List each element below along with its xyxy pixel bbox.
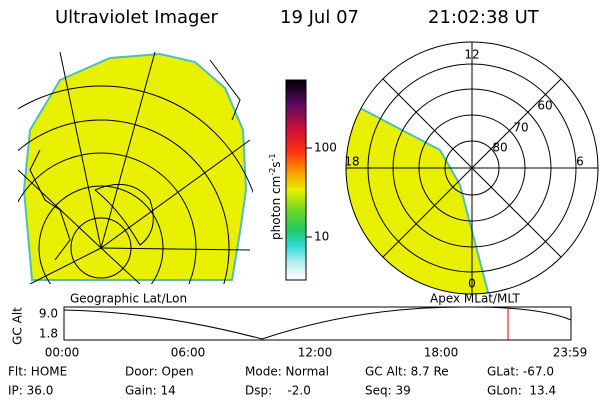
unit-exp: -2 <box>268 168 277 176</box>
status-field: Dsp: -2.0 <box>245 384 311 398</box>
status-field: Seq: 39 <box>365 384 411 398</box>
unit-text: photon cm <box>269 176 283 240</box>
colorbar <box>285 79 307 281</box>
mlt-label: 6 <box>576 155 584 169</box>
panel-label: Apex MLat/MLT <box>430 292 520 306</box>
status-field: Gain: 14 <box>125 384 176 398</box>
colorbar-unit: photon cm-2s-1 <box>268 153 283 240</box>
x-tick-label: 18:00 <box>424 346 459 360</box>
mlat-label: 70 <box>513 121 528 135</box>
polar-grid <box>345 41 599 295</box>
auroral-image <box>22 52 248 281</box>
colorbar-tick-label: 100 <box>314 141 337 155</box>
geo-map <box>18 52 253 284</box>
mlt-label: 12 <box>464 48 479 62</box>
status-field: GC Alt: 8.7 Re <box>365 365 449 379</box>
map-grid <box>18 52 253 284</box>
x-tick-label: 00:00 <box>45 346 80 360</box>
mlat-label: 80 <box>492 141 507 155</box>
colorbar-tick-label: 10 <box>314 230 329 244</box>
status-field: Door: Open <box>125 365 194 379</box>
status-field: Flt: HOME <box>8 365 67 379</box>
panel-frame <box>63 306 572 341</box>
auroral-oval <box>346 98 492 294</box>
unit-exp: -1 <box>268 153 277 161</box>
time: 21:02:38 UT <box>428 7 540 28</box>
instrument: Ultraviolet Imager <box>55 7 219 28</box>
x-tick-label: 12:00 <box>298 346 333 360</box>
polar-image <box>346 98 492 294</box>
unit-text: s <box>269 161 283 167</box>
footer: Flt: HOME Door: Open Mode: Normal GC Alt: 8… <box>8 365 556 398</box>
status-field: GLat: -67.0 <box>487 365 554 379</box>
x-tick-label: 06:00 <box>171 346 206 360</box>
y-label: GC Alt <box>11 307 25 345</box>
status-field: GLon: 13.4 <box>487 384 556 398</box>
panel-label: Geographic Lat/Lon <box>70 292 187 306</box>
mlt-label: 18 <box>344 155 359 169</box>
status-field: Mode: Normal <box>245 365 329 379</box>
status-field: IP: 36.0 <box>8 384 53 398</box>
orbit-altitude <box>63 306 572 340</box>
mlt-label: 0 <box>468 277 476 291</box>
date: 19 Jul 07 <box>280 7 359 28</box>
y-tick-label: 1.8 <box>39 327 58 341</box>
x-tick-label: 23:59 <box>553 346 588 360</box>
y-tick-label: 9.0 <box>39 307 58 321</box>
mlat-label: 60 <box>537 99 552 113</box>
